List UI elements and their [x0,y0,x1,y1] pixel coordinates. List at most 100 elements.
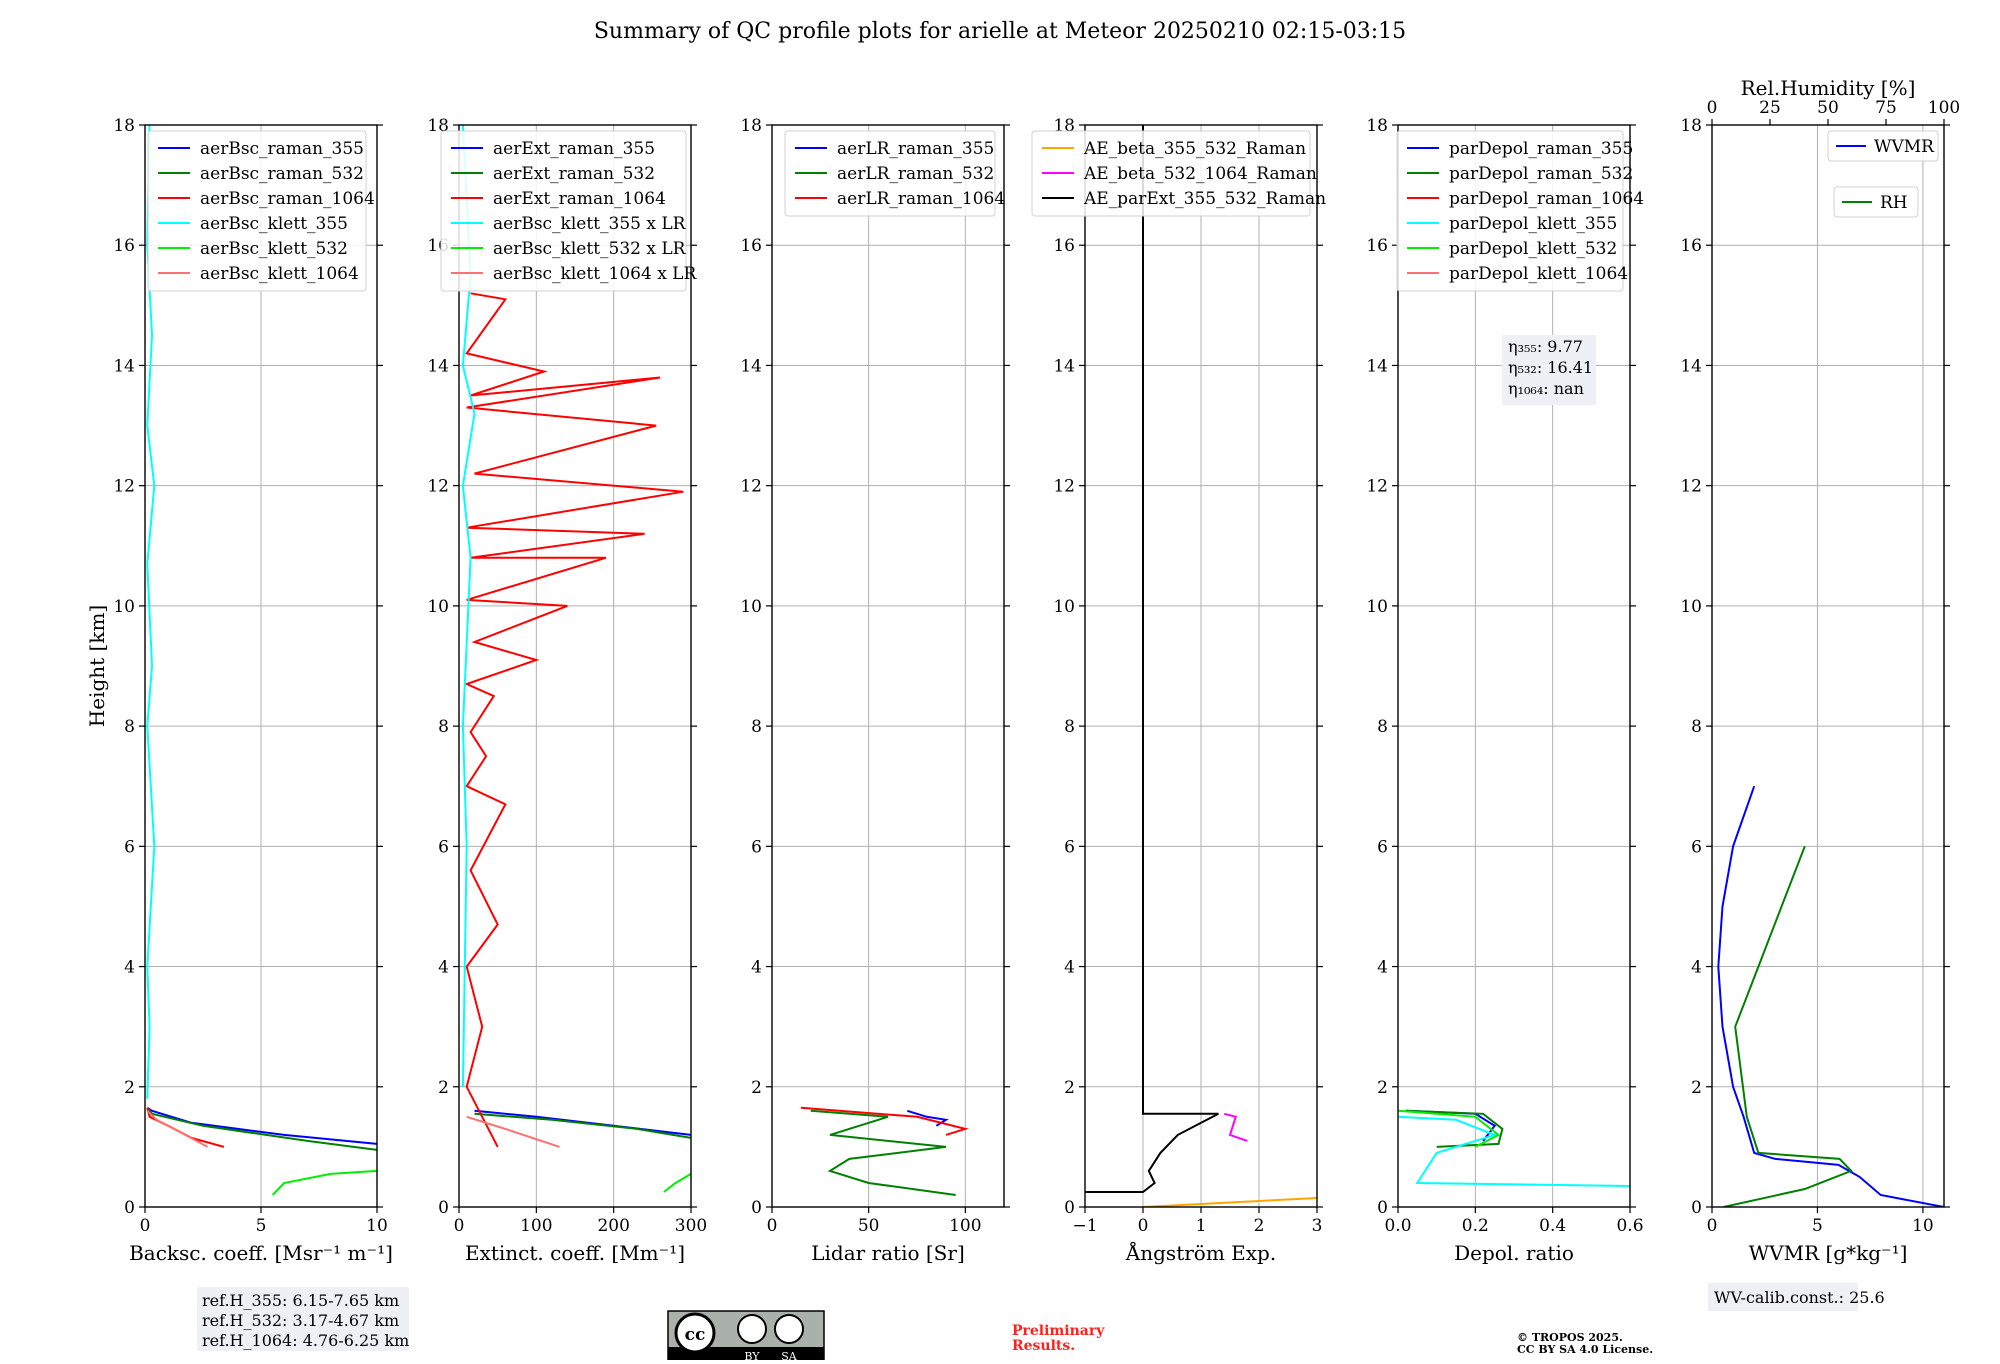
eta-box: η₃₅₅: 9.77 η₅₃₂: 16.41 η₁₀₆₄: nan [1502,335,1596,405]
x-tick-label: 3 [1312,1216,1323,1236]
legend-label: aerBsc_klett_532 [200,239,348,259]
axes-frame [458,124,692,1208]
legend-label: aerBsc_raman_355 [200,139,364,159]
y-tick-label: 8 [1064,717,1075,737]
axes-frame [771,124,1005,1208]
y-tick-label: 14 [1053,356,1075,376]
series-line-WVMR [1717,785,1944,1207]
x-tick-label: 0 [454,1216,465,1236]
legend: aerBsc_raman_355 aerBsc_raman_532 aerBsc_r… [147,130,375,292]
series-line-AE_parExt_355_532_Raman [1085,125,1219,1193]
y-tick-label: 0 [1691,1198,1702,1218]
legend-label: aerLR_raman_532 [837,164,994,184]
y-tick-label: 0 [751,1198,762,1218]
legend-label: aerBsc_klett_1064 x LR [493,264,697,284]
x-tick-label: 100 [949,1216,981,1236]
annotation-line: η₅₃₂: 16.41 [1508,358,1593,377]
legend-label: AE_beta_355_532_Raman [1083,139,1306,159]
y-tick-label: 6 [1377,837,1388,857]
copyright-notice: CC BY SA 4.0 License. [1517,1343,1653,1356]
y-tick-label: 18 [1366,116,1388,136]
annotation-line: η₃₅₅: 9.77 [1508,337,1583,356]
panel-depolarization: 0.0 0.2 0.4 0.6 0 2 4 6 8 10 12 14 16 18 Depol. ratio p… [1366,116,1644,1265]
annotation-box [1708,1283,1858,1311]
y-tick-label: 6 [1064,837,1075,857]
x-tick-label: 100 [520,1216,552,1236]
y-tick-label: 0 [1377,1198,1388,1218]
x-tick-label: 0 [140,1216,151,1236]
y-tick-label: 18 [740,116,762,136]
by-label: BY [744,1350,760,1360]
y-tick-label: 8 [1691,717,1702,737]
legend-label: parDepol_klett_355 [1449,214,1617,234]
axes-frame [1084,124,1318,1208]
x-tick-label: 0.6 [1616,1216,1643,1236]
legend-label: parDepol_klett_1064 [1449,264,1628,284]
series-line-aerBsc_klett_532 x LR [663,1173,691,1193]
x-tick-label: 0.2 [1462,1216,1489,1236]
series-group [146,125,377,1196]
y-tick-label: 6 [124,837,135,857]
top-tick-label: 0 [1707,98,1718,118]
series-line-aerBsc_klett_355 x LR [461,125,476,1087]
y-tick-label: 12 [1680,477,1702,497]
by-icon [737,1314,767,1344]
y-tick-label: 12 [113,477,135,497]
legend-label: aerBsc_klett_1064 [200,264,359,284]
legend-label: aerExt_raman_1064 [493,189,666,209]
annotation-box [1502,335,1596,405]
y-tick-label: 2 [124,1078,135,1098]
x-tick-label: 10 [1912,1216,1934,1236]
legend-box [1833,186,1919,218]
series-line-aerBsc_klett_532 [271,1169,377,1196]
panel-backscatter: 0 5 10 0 2 4 6 8 10 12 14 16 18 Backsc. coeff. [Msr⁻¹… [85,116,409,1351]
cc-icon [674,1312,716,1354]
legend-label: RH [1880,193,1908,213]
x-tick-label: 300 [675,1216,707,1236]
y-tick-label: 10 [1366,597,1388,617]
legend-label: parDepol_raman_355 [1449,139,1633,159]
y-tick-label: 10 [740,597,762,617]
y-tick-label: 2 [1691,1078,1702,1098]
axes-frame [1711,124,1945,1208]
series-line-parDepol_klett_355 [1398,1115,1630,1187]
legend-label: aerBsc_raman_1064 [200,189,375,209]
x-tick-label: −1 [1072,1216,1097,1236]
legend-label: aerBsc_klett_532 x LR [493,239,687,259]
annotation-line: ref.H_1064: 4.76-6.25 km [202,1331,409,1350]
annotation-line: WV-calib.const.: 25.6 [1714,1288,1885,1307]
annotation-line: ref.H_355: 6.15-7.65 km [202,1291,399,1310]
y-tick-label: 16 [1053,236,1075,256]
legend: AE_beta_355_532_Raman AE_beta_532_1064_Ra… [1031,130,1326,217]
legend-box [147,130,367,292]
y-tick-label: 10 [1053,597,1075,617]
x-tick-label: 5 [1812,1216,1823,1236]
series-line-aerExt_raman_1064 [463,292,684,1148]
y-tick-label: 0 [124,1198,135,1218]
y-tick-label: 4 [124,958,135,978]
preliminary-notice: Preliminary [1012,1323,1105,1339]
legend-box [1396,130,1624,292]
top-tick-label: 75 [1875,98,1897,118]
top-tick-label: 100 [1928,98,1960,118]
axes-frame [1397,124,1631,1208]
legend-label: aerBsc_klett_355 [200,214,348,234]
series-group [800,1106,970,1196]
legend-label: parDepol_klett_532 [1449,239,1617,259]
x-tick-label: 0.0 [1384,1216,1411,1236]
cc-license-badge: cc BY SA [667,1310,825,1364]
y-tick-label: 18 [113,116,135,136]
y-tick-label: 2 [1377,1078,1388,1098]
y-tick-label: 4 [751,958,762,978]
series-line-aerBsc_klett_355 [146,125,156,1099]
series-line-aerLR_raman_1064 [800,1106,970,1136]
y-tick-label: 8 [438,717,449,737]
y-tick-label: 6 [1691,837,1702,857]
cc-icon-label: cc [685,1325,706,1345]
x-tick-label: 50 [858,1216,880,1236]
legend-box [1031,130,1311,217]
legend-label: WVMR [1874,137,1935,157]
